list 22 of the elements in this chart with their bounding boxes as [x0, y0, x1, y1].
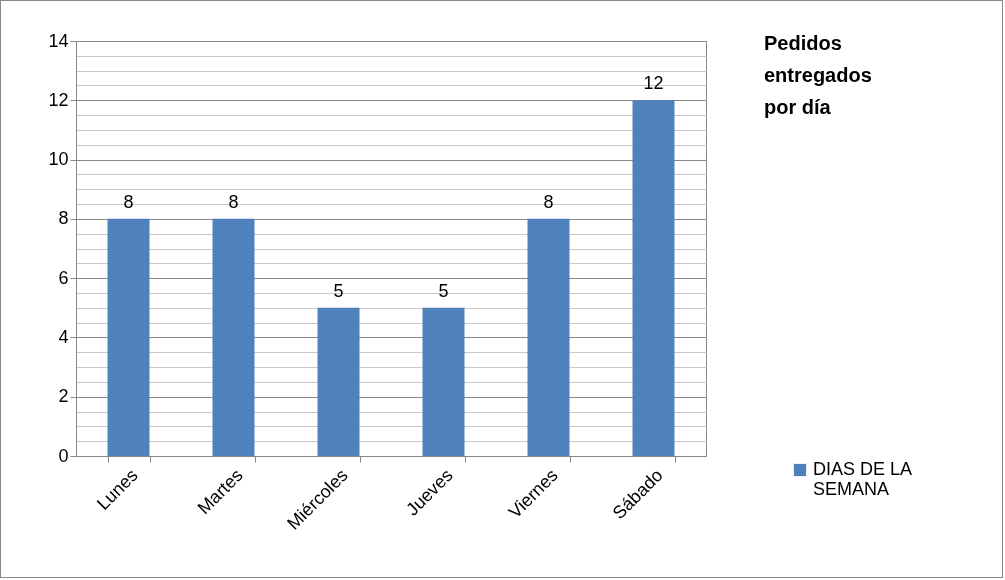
bar [632, 100, 675, 456]
data-label: 8 [228, 191, 239, 212]
bar [107, 218, 150, 456]
y-tick-label: 14 [48, 30, 69, 51]
y-tick-label: 10 [48, 149, 69, 170]
y-tick-label: 12 [48, 89, 69, 110]
bar [317, 307, 360, 456]
data-label: 5 [333, 280, 344, 301]
bar [527, 218, 570, 456]
text: Pedidos entregados por día [764, 32, 872, 118]
bar [422, 307, 465, 456]
y-tick-label: 2 [58, 386, 69, 407]
y-tick-label: 6 [58, 267, 69, 288]
legend-label: DIAS DE LA SEMANA [813, 459, 913, 499]
data-label: 5 [438, 280, 449, 301]
data-label: 12 [643, 73, 664, 94]
y-tick-label: 4 [58, 326, 69, 347]
bar [212, 218, 255, 456]
data-label: 8 [123, 191, 134, 212]
y-tick-label: 0 [58, 445, 69, 466]
data-label: 8 [543, 191, 554, 212]
y-tick-label: 8 [58, 208, 69, 229]
